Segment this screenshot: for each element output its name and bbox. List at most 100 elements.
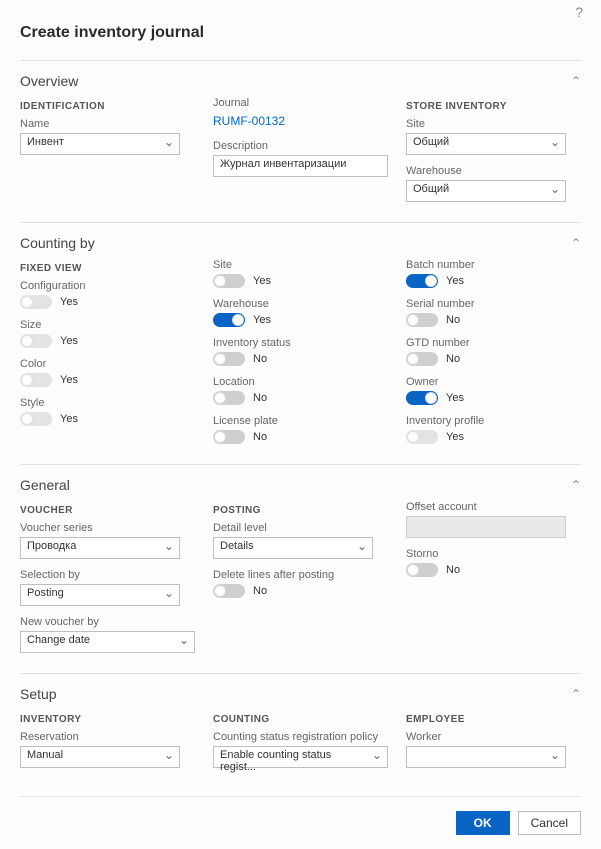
- site-label: Site: [406, 118, 581, 130]
- chevron-up-icon: ⌃: [571, 687, 581, 701]
- cb-location-label: Location: [213, 376, 388, 388]
- journal-link[interactable]: RUMF-00132: [213, 112, 285, 130]
- cb-gtd-toggle[interactable]: [406, 352, 438, 366]
- counting-heading: COUNTING: [213, 714, 388, 725]
- configuration-toggle[interactable]: [20, 295, 52, 309]
- size-value: Yes: [60, 335, 78, 347]
- page-title: Create inventory journal: [20, 24, 581, 42]
- dialog-footer: OK Cancel: [20, 796, 581, 835]
- site-select[interactable]: Общий: [406, 133, 566, 155]
- help-icon[interactable]: ?: [575, 4, 583, 20]
- chevron-up-icon: ⌃: [571, 478, 581, 492]
- cb-profile-toggle[interactable]: [406, 430, 438, 444]
- cb-profile-value: Yes: [446, 431, 464, 443]
- offset-account-input: [406, 516, 566, 538]
- chevron-up-icon: ⌃: [571, 74, 581, 88]
- color-label: Color: [20, 358, 195, 370]
- cancel-button[interactable]: Cancel: [518, 811, 581, 835]
- chevron-up-icon: ⌃: [571, 236, 581, 250]
- name-label: Name: [20, 118, 195, 130]
- color-value: Yes: [60, 374, 78, 386]
- reservation-select[interactable]: Manual: [20, 746, 180, 768]
- style-label: Style: [20, 397, 195, 409]
- section-counting-header[interactable]: Counting by ⌃: [20, 231, 581, 259]
- style-value: Yes: [60, 413, 78, 425]
- warehouse-select[interactable]: Общий: [406, 180, 566, 202]
- cb-site-label: Site: [213, 259, 388, 271]
- selection-by-select[interactable]: Posting: [20, 584, 180, 606]
- cb-owner-value: Yes: [446, 392, 464, 404]
- voucher-heading: VOUCHER: [20, 505, 195, 516]
- cb-profile-label: Inventory profile: [406, 415, 581, 427]
- style-toggle[interactable]: [20, 412, 52, 426]
- detail-level-select[interactable]: Details: [213, 537, 373, 559]
- storno-label: Storno: [406, 548, 581, 560]
- section-general: General ⌃ VOUCHER Voucher series Проводк…: [20, 464, 581, 673]
- configuration-label: Configuration: [20, 280, 195, 292]
- storno-value: No: [446, 564, 460, 576]
- section-setup-title: Setup: [20, 686, 57, 702]
- section-overview-header[interactable]: Overview ⌃: [20, 69, 581, 97]
- storno-toggle[interactable]: [406, 563, 438, 577]
- employee-heading: EMPLOYEE: [406, 714, 581, 725]
- cb-serial-value: No: [446, 314, 460, 326]
- color-toggle[interactable]: [20, 373, 52, 387]
- inventory-heading: INVENTORY: [20, 714, 195, 725]
- section-setup-header[interactable]: Setup ⌃: [20, 682, 581, 710]
- cb-owner-label: Owner: [406, 376, 581, 388]
- cb-warehouse-label: Warehouse: [213, 298, 388, 310]
- cb-warehouse-value: Yes: [253, 314, 271, 326]
- cb-owner-toggle[interactable]: [406, 391, 438, 405]
- delete-lines-value: No: [253, 585, 267, 597]
- cb-gtd-value: No: [446, 353, 460, 365]
- ok-button[interactable]: OK: [456, 811, 510, 835]
- description-label: Description: [213, 140, 388, 152]
- fixed-view-heading: FIXED VIEW: [20, 263, 195, 274]
- section-overview-title: Overview: [20, 73, 78, 89]
- section-counting-title: Counting by: [20, 235, 95, 251]
- detail-level-label: Detail level: [213, 522, 388, 534]
- cb-location-value: No: [253, 392, 267, 404]
- cb-batch-label: Batch number: [406, 259, 581, 271]
- identification-heading: IDENTIFICATION: [20, 101, 195, 112]
- section-general-title: General: [20, 477, 70, 493]
- worker-select[interactable]: [406, 746, 566, 768]
- delete-lines-label: Delete lines after posting: [213, 569, 388, 581]
- cb-warehouse-toggle[interactable]: [213, 313, 245, 327]
- configuration-value: Yes: [60, 296, 78, 308]
- journal-label: Journal: [213, 97, 388, 109]
- cb-batch-value: Yes: [446, 275, 464, 287]
- new-voucher-label: New voucher by: [20, 616, 195, 628]
- warehouse-label: Warehouse: [406, 165, 581, 177]
- worker-label: Worker: [406, 731, 581, 743]
- description-input[interactable]: Журнал инвентаризации: [213, 155, 388, 177]
- store-inventory-heading: STORE INVENTORY: [406, 101, 581, 112]
- cb-location-toggle[interactable]: [213, 391, 245, 405]
- cb-serial-label: Serial number: [406, 298, 581, 310]
- cb-license-value: No: [253, 431, 267, 443]
- selection-by-label: Selection by: [20, 569, 195, 581]
- section-setup: Setup ⌃ INVENTORY Reservation Manual COU…: [20, 673, 581, 788]
- section-counting: Counting by ⌃ FIXED VIEW Configuration Y…: [20, 222, 581, 464]
- size-label: Size: [20, 319, 195, 331]
- cb-license-toggle[interactable]: [213, 430, 245, 444]
- section-general-header[interactable]: General ⌃: [20, 473, 581, 501]
- new-voucher-select[interactable]: Change date: [20, 631, 195, 653]
- cb-invstatus-label: Inventory status: [213, 337, 388, 349]
- voucher-series-label: Voucher series: [20, 522, 195, 534]
- size-toggle[interactable]: [20, 334, 52, 348]
- voucher-series-select[interactable]: Проводка: [20, 537, 180, 559]
- policy-select[interactable]: Enable counting status regist...: [213, 746, 388, 768]
- cb-gtd-label: GTD number: [406, 337, 581, 349]
- cb-invstatus-toggle[interactable]: [213, 352, 245, 366]
- offset-account-label: Offset account: [406, 501, 581, 513]
- cb-site-value: Yes: [253, 275, 271, 287]
- cb-batch-toggle[interactable]: [406, 274, 438, 288]
- cb-site-toggle[interactable]: [213, 274, 245, 288]
- reservation-label: Reservation: [20, 731, 195, 743]
- cb-invstatus-value: No: [253, 353, 267, 365]
- delete-lines-toggle[interactable]: [213, 584, 245, 598]
- section-overview: Overview ⌃ IDENTIFICATION Name Инвент Jo…: [20, 60, 581, 222]
- cb-serial-toggle[interactable]: [406, 313, 438, 327]
- name-select[interactable]: Инвент: [20, 133, 180, 155]
